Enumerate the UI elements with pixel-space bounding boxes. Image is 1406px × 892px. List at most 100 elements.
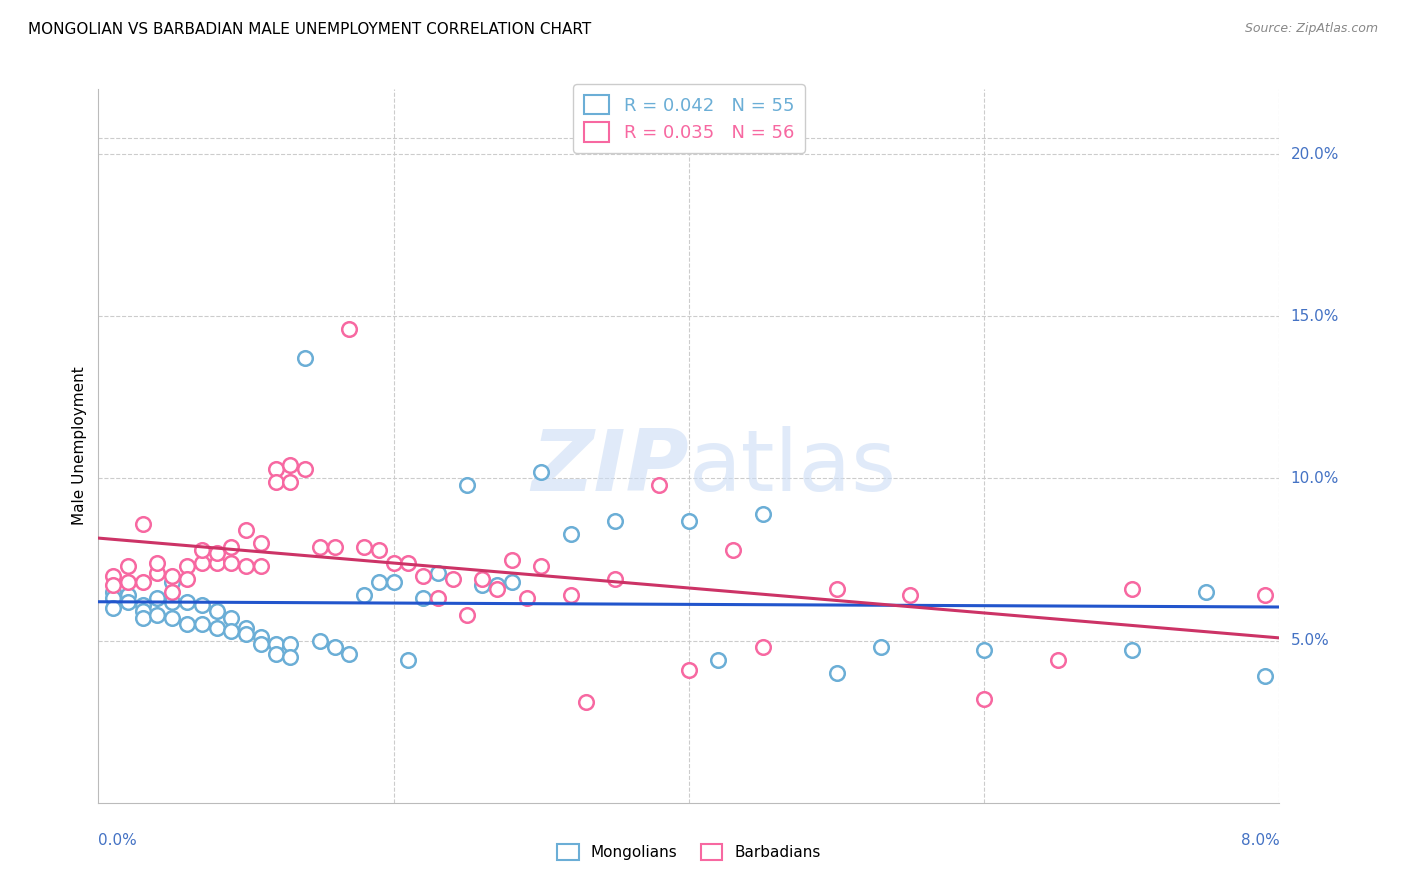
- Point: [471, 578, 494, 592]
- Point: [751, 640, 773, 654]
- Point: [146, 566, 169, 580]
- Point: [456, 478, 478, 492]
- Text: atlas: atlas: [689, 425, 897, 509]
- Text: Source: ZipAtlas.com: Source: ZipAtlas.com: [1244, 22, 1378, 36]
- Point: [973, 692, 995, 706]
- Point: [278, 637, 301, 651]
- Point: [162, 568, 183, 582]
- Point: [132, 604, 155, 618]
- Point: [250, 637, 273, 651]
- Point: [205, 621, 228, 635]
- Point: [337, 647, 360, 661]
- Point: [560, 526, 582, 541]
- Text: ZIP: ZIP: [531, 425, 689, 509]
- Point: [132, 575, 155, 590]
- Text: 0.0%: 0.0%: [98, 833, 138, 848]
- Point: [205, 556, 228, 570]
- Point: [117, 559, 139, 574]
- Point: [530, 465, 553, 479]
- Point: [353, 588, 375, 602]
- Point: [605, 514, 627, 528]
- Point: [825, 666, 848, 681]
- Point: [176, 559, 198, 574]
- Point: [191, 556, 214, 570]
- Point: [191, 598, 214, 612]
- Point: [471, 572, 494, 586]
- Point: [191, 542, 214, 557]
- Point: [250, 631, 273, 645]
- Point: [367, 575, 389, 590]
- Point: [176, 595, 198, 609]
- Point: [146, 607, 169, 622]
- Point: [117, 588, 139, 602]
- Point: [162, 575, 183, 590]
- Point: [219, 611, 242, 625]
- Text: 5.0%: 5.0%: [1291, 633, 1329, 648]
- Point: [1194, 585, 1216, 599]
- Y-axis label: Male Unemployment: Male Unemployment: [72, 367, 87, 525]
- Point: [250, 536, 273, 550]
- Point: [353, 540, 375, 554]
- Point: [485, 582, 508, 596]
- Point: [264, 475, 287, 489]
- Point: [1121, 643, 1143, 657]
- Point: [162, 585, 183, 599]
- Point: [501, 575, 523, 590]
- Point: [103, 568, 124, 582]
- Point: [426, 591, 449, 606]
- Point: [1254, 588, 1277, 602]
- Text: 20.0%: 20.0%: [1291, 146, 1339, 161]
- Point: [205, 546, 228, 560]
- Point: [176, 617, 198, 632]
- Point: [412, 568, 434, 582]
- Point: [501, 552, 523, 566]
- Point: [146, 591, 169, 606]
- Point: [132, 598, 155, 612]
- Point: [707, 653, 730, 667]
- Point: [751, 507, 773, 521]
- Point: [1121, 582, 1143, 596]
- Text: 10.0%: 10.0%: [1291, 471, 1339, 486]
- Point: [1046, 653, 1069, 667]
- Point: [973, 643, 995, 657]
- Point: [294, 351, 316, 366]
- Point: [235, 524, 257, 538]
- Point: [382, 556, 405, 570]
- Point: [515, 591, 537, 606]
- Point: [294, 461, 316, 475]
- Point: [605, 572, 627, 586]
- Point: [103, 578, 124, 592]
- Point: [235, 559, 257, 574]
- Point: [485, 578, 508, 592]
- Point: [264, 647, 287, 661]
- Point: [132, 516, 155, 531]
- Point: [530, 559, 553, 574]
- Point: [117, 575, 139, 590]
- Point: [337, 322, 360, 336]
- Legend: Mongolians, Barbadians: Mongolians, Barbadians: [551, 838, 827, 866]
- Text: 8.0%: 8.0%: [1240, 833, 1279, 848]
- Point: [441, 572, 464, 586]
- Point: [323, 640, 346, 654]
- Point: [235, 621, 257, 635]
- Point: [648, 478, 671, 492]
- Point: [308, 540, 332, 554]
- Point: [278, 475, 301, 489]
- Text: 15.0%: 15.0%: [1291, 309, 1339, 324]
- Point: [219, 624, 242, 638]
- Point: [323, 540, 346, 554]
- Point: [278, 458, 301, 473]
- Point: [574, 695, 596, 709]
- Point: [264, 637, 287, 651]
- Point: [721, 542, 744, 557]
- Point: [117, 595, 139, 609]
- Point: [308, 633, 332, 648]
- Point: [205, 604, 228, 618]
- Point: [103, 585, 124, 599]
- Point: [250, 559, 273, 574]
- Point: [898, 588, 921, 602]
- Point: [1254, 669, 1277, 683]
- Point: [103, 591, 124, 606]
- Point: [162, 611, 183, 625]
- Point: [264, 461, 287, 475]
